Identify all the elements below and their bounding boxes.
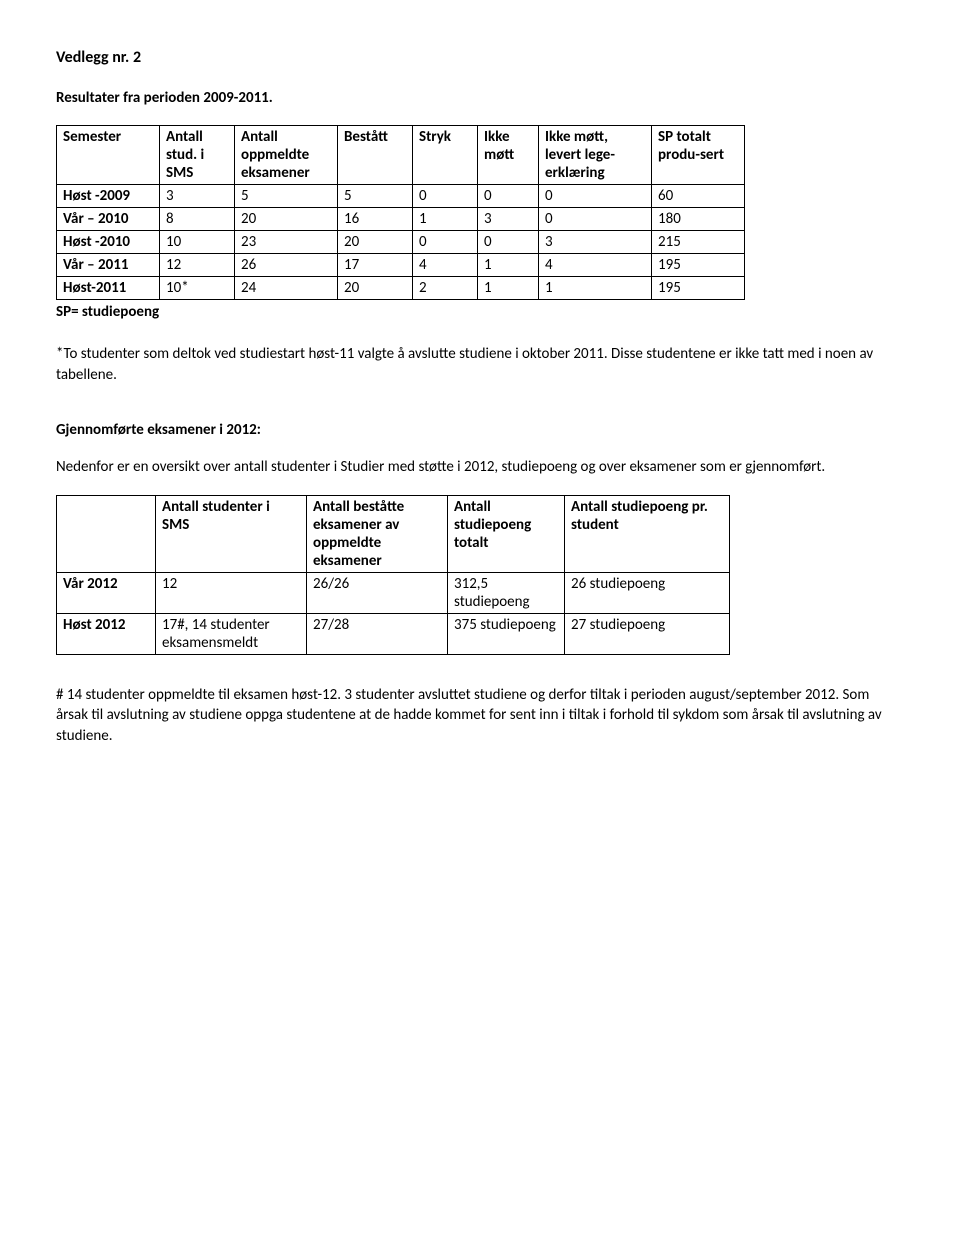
cell: 0 xyxy=(478,231,539,254)
cell: 0 xyxy=(478,185,539,208)
cell: 1 xyxy=(539,277,652,300)
cell: 195 xyxy=(652,277,745,300)
col-header: Antall beståtte eksamener av oppmeldte e… xyxy=(307,496,448,573)
results-table-2009-2011: Semester Antall stud. i SMS Antall oppme… xyxy=(56,125,745,300)
cell: Vår – 2011 xyxy=(57,254,160,277)
table-row: Vår – 2010 8 20 16 1 3 0 180 xyxy=(57,208,745,231)
cell: 26 studiepoeng xyxy=(565,573,730,614)
cell: 8 xyxy=(160,208,235,231)
results-table-2012: Antall studenter i SMS Antall beståtte e… xyxy=(56,495,730,655)
cell: Høst 2012 xyxy=(57,614,156,655)
table-row: Vår 2012 12 26/26 312,5 studiepoeng 26 s… xyxy=(57,573,730,614)
cell: 1 xyxy=(413,208,478,231)
cell: Høst -2010 xyxy=(57,231,160,254)
col-header: Antall oppmeldte eksamener xyxy=(235,126,338,185)
cell: 20 xyxy=(338,231,413,254)
cell: 0 xyxy=(413,185,478,208)
cell: 3 xyxy=(478,208,539,231)
col-header: SP totalt produ-sert xyxy=(652,126,745,185)
col-header: Stryk xyxy=(413,126,478,185)
col-header: Antall studenter i SMS xyxy=(156,496,307,573)
cell: 312,5 studiepoeng xyxy=(448,573,565,614)
asterisk-note: *To studenter som deltok ved studiestart… xyxy=(56,344,904,385)
col-header xyxy=(57,496,156,573)
cell: Høst -2009 xyxy=(57,185,160,208)
cell: 17#, 14 studenter eksamensmeldt xyxy=(156,614,307,655)
cell: 12 xyxy=(160,254,235,277)
cell: 0 xyxy=(539,185,652,208)
cell: 10 xyxy=(160,231,235,254)
col-header: Ikke møtt, levert lege-erklæring xyxy=(539,126,652,185)
cell: 17 xyxy=(338,254,413,277)
table-row: Vår – 2011 12 26 17 4 1 4 195 xyxy=(57,254,745,277)
cell: 0 xyxy=(539,208,652,231)
cell: 180 xyxy=(652,208,745,231)
col-header: Antall studiepoeng totalt xyxy=(448,496,565,573)
page-subheading: Resultater fra perioden 2009-2011. xyxy=(56,89,904,107)
cell: 3 xyxy=(539,231,652,254)
section-2012-title: Gjennomførte eksamener i 2012: xyxy=(56,421,904,439)
col-header: Semester xyxy=(57,126,160,185)
table-row: Høst-2011 10* 24 20 2 1 1 195 xyxy=(57,277,745,300)
col-header: Bestått xyxy=(338,126,413,185)
cell: 16 xyxy=(338,208,413,231)
cell: 27/28 xyxy=(307,614,448,655)
cell: 60 xyxy=(652,185,745,208)
cell: 1 xyxy=(478,277,539,300)
cell: 195 xyxy=(652,254,745,277)
cell: 23 xyxy=(235,231,338,254)
cell: 4 xyxy=(413,254,478,277)
col-header: Antall stud. i SMS xyxy=(160,126,235,185)
cell: 24 xyxy=(235,277,338,300)
cell: 12 xyxy=(156,573,307,614)
cell: Vår – 2010 xyxy=(57,208,160,231)
cell: 10* xyxy=(160,277,235,300)
cell: 26 xyxy=(235,254,338,277)
cell: 0 xyxy=(413,231,478,254)
cell: 26/26 xyxy=(307,573,448,614)
table-header-row: Antall studenter i SMS Antall beståtte e… xyxy=(57,496,730,573)
table-row: Høst 2012 17#, 14 studenter eksamensmeld… xyxy=(57,614,730,655)
table1-footer-note: SP= studiepoeng xyxy=(56,302,904,322)
cell: Vår 2012 xyxy=(57,573,156,614)
cell: 5 xyxy=(338,185,413,208)
cell: 1 xyxy=(478,254,539,277)
cell: 3 xyxy=(160,185,235,208)
cell: 2 xyxy=(413,277,478,300)
col-header: Ikke møtt xyxy=(478,126,539,185)
section-2012-intro: Nedenfor er en oversikt over antall stud… xyxy=(56,457,904,477)
table-row: Høst -2010 10 23 20 0 0 3 215 xyxy=(57,231,745,254)
table-header-row: Semester Antall stud. i SMS Antall oppme… xyxy=(57,126,745,185)
hash-note: # 14 studenter oppmeldte til eksamen høs… xyxy=(56,685,904,746)
col-header: Antall studiepoeng pr. student xyxy=(565,496,730,573)
page-heading: Vedlegg nr. 2 xyxy=(56,48,904,67)
cell: 5 xyxy=(235,185,338,208)
table-row: Høst -2009 3 5 5 0 0 0 60 xyxy=(57,185,745,208)
cell: 215 xyxy=(652,231,745,254)
cell: 27 studiepoeng xyxy=(565,614,730,655)
cell: 20 xyxy=(338,277,413,300)
cell: 375 studiepoeng xyxy=(448,614,565,655)
cell: 20 xyxy=(235,208,338,231)
cell: Høst-2011 xyxy=(57,277,160,300)
cell: 4 xyxy=(539,254,652,277)
